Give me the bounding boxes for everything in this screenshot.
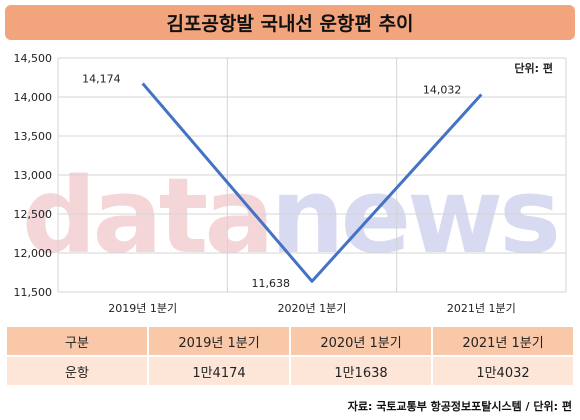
table-cell: 1만4032 — [431, 355, 575, 387]
series — [141, 82, 483, 283]
y-tick-label: 11,500 — [14, 286, 53, 299]
svg-text:datanews: datanews — [22, 155, 557, 277]
data-label: 14,174 — [82, 72, 121, 85]
y-tick-label: 14,500 — [14, 52, 53, 65]
table-header-cell: 구분 — [5, 325, 149, 357]
watermark-data: data — [22, 155, 271, 277]
table-header-row: 구분 2019년 1분기 2020년 1분기 2021년 1분기 — [5, 325, 575, 357]
table-row: 운항 1만4174 1만1638 1만4032 — [5, 355, 575, 387]
table-header-cell: 2019년 1분기 — [147, 325, 291, 357]
table-header-cell: 2020년 1분기 — [289, 325, 433, 357]
y-tick-label: 12,500 — [14, 208, 53, 221]
y-tick-label: 13,000 — [14, 169, 53, 182]
x-tick-label: 2019년 1분기 — [108, 302, 177, 315]
chart-title: 김포공항발 국내선 운항편 추이 — [5, 5, 575, 40]
grid — [57, 57, 567, 293]
table-cell: 1만1638 — [289, 355, 433, 387]
watermark-news: news — [271, 155, 558, 277]
data-label: 11,638 — [252, 277, 291, 290]
watermark: datanews — [22, 155, 561, 277]
y-tick-label: 13,500 — [14, 130, 53, 143]
y-tick-label: 14,000 — [14, 91, 53, 104]
source-note: 자료: 국토교통부 항공정보포탈시스템 / 단위: 편 — [347, 400, 572, 413]
y-tick-label: 12,000 — [14, 247, 53, 260]
unit-label: 단위: 편 — [514, 61, 553, 75]
data-label: 14,032 — [423, 84, 462, 97]
table-cell: 1만4174 — [147, 355, 291, 387]
table-header-cell: 2021년 1분기 — [431, 325, 575, 357]
data-labels: 14,174 11,638 14,032 — [82, 72, 461, 290]
x-axis-ticks: 2019년 1분기 2020년 1분기 2021년 1분기 — [108, 302, 516, 315]
line-chart: datanews 11,50012,00012,50013,00013,5001… — [14, 52, 567, 315]
data-table: 구분 2019년 1분기 2020년 1분기 2021년 1분기 운항 1만41… — [5, 325, 575, 387]
x-tick-label: 2021년 1분기 — [447, 302, 516, 315]
y-axis-ticks: 11,500 12,000 12,500 13,000 13,500 14,000 14,5… — [14, 52, 53, 299]
series-line — [141, 82, 483, 283]
table-cell: 운항 — [5, 355, 149, 387]
x-tick-label: 2020년 1분기 — [278, 302, 347, 315]
